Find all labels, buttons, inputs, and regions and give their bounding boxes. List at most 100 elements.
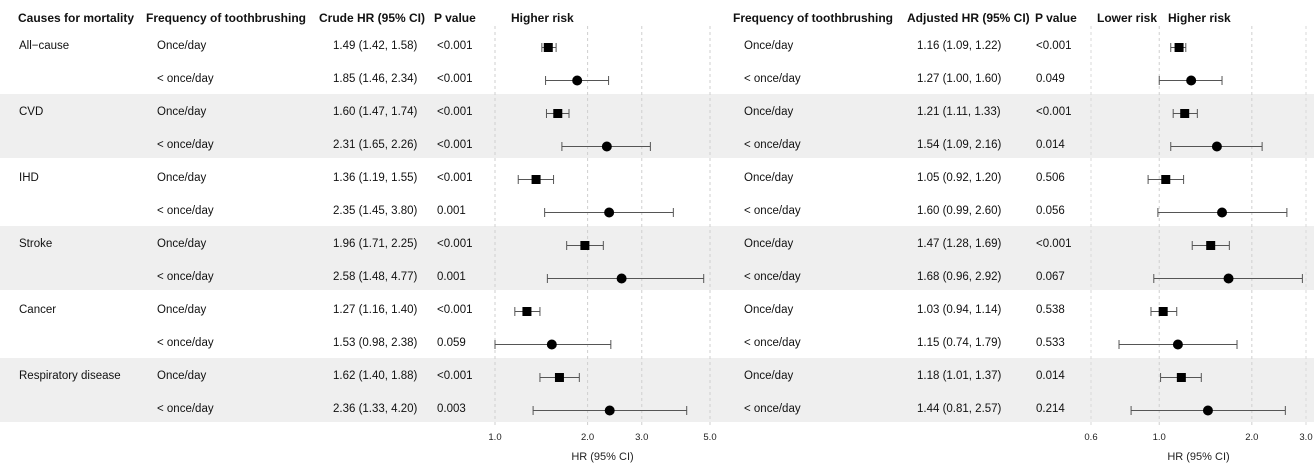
p-value-adjusted: 0.214: [1036, 402, 1065, 415]
crude-hr-text: 2.58 (1.48, 4.77): [333, 270, 418, 283]
frequency-right: < once/day: [744, 402, 801, 415]
crude-hr-square-marker: [553, 109, 563, 118]
crude-hr-text: 1.60 (1.47, 1.74): [333, 105, 418, 118]
frequency-right: < once/day: [744, 336, 801, 349]
adjusted-hr-text: 1.68 (0.96, 2.92): [917, 270, 1002, 283]
frequency-right: Once/day: [744, 237, 794, 250]
adjusted-hr-square-marker: [1180, 109, 1190, 118]
p-value-crude: 0.001: [437, 204, 466, 217]
cause-label: All−cause: [19, 39, 70, 52]
frequency-right: Once/day: [744, 171, 794, 184]
crude-hr-text: 2.36 (1.33, 4.20): [333, 402, 418, 415]
adjusted-hr-text: 1.60 (0.99, 2.60): [917, 204, 1002, 217]
header-p-value-left: P value: [434, 11, 476, 25]
p-value-adjusted: 0.049: [1036, 72, 1065, 85]
crude-x-tick-label: 1.0: [488, 432, 501, 443]
crude-hr-text: 1.62 (1.40, 1.88): [333, 369, 418, 382]
cause-label: Stroke: [19, 237, 53, 250]
crude-hr-text: 1.49 (1.42, 1.58): [333, 39, 418, 52]
header-frequency-right: Frequency of toothbrushing: [733, 11, 893, 25]
frequency-left: < once/day: [157, 72, 214, 85]
frequency-right: < once/day: [744, 72, 801, 85]
adjusted-hr-circle-marker: [1172, 339, 1183, 350]
adjusted-hr-circle-marker: [1211, 141, 1222, 152]
cause-label: CVD: [19, 105, 44, 118]
frequency-right: Once/day: [744, 39, 794, 52]
crude-hr-text: 2.31 (1.65, 2.26): [333, 138, 418, 151]
p-value-crude: 0.003: [437, 402, 466, 415]
frequency-right: Once/day: [744, 303, 794, 316]
cause-label: Respiratory disease: [19, 369, 121, 382]
adjusted-hr-square-marker: [1161, 175, 1171, 184]
adjusted-hr-text: 1.16 (1.09, 1.22): [917, 39, 1002, 52]
adjusted-hr-text: 1.18 (1.01, 1.37): [917, 369, 1002, 382]
crude-hr-circle-marker: [601, 141, 612, 152]
frequency-left: Once/day: [157, 369, 207, 382]
adjusted-hr-square-marker: [1176, 373, 1186, 382]
frequency-left: Once/day: [157, 237, 207, 250]
frequency-right: Once/day: [744, 369, 794, 382]
adjusted-hr-text: 1.21 (1.11, 1.33): [917, 105, 1001, 118]
frequency-right: Once/day: [744, 105, 794, 118]
frequency-left: Once/day: [157, 39, 207, 52]
adjusted-hr-circle-marker: [1186, 75, 1197, 86]
p-value-crude: <0.001: [437, 237, 473, 250]
frequency-right: < once/day: [744, 138, 801, 151]
crude-hr-square-marker: [580, 241, 590, 250]
p-value-adjusted: <0.001: [1036, 105, 1072, 118]
p-value-crude: <0.001: [437, 138, 473, 151]
p-value-crude: <0.001: [437, 39, 473, 52]
p-value-adjusted: <0.001: [1036, 39, 1072, 52]
adjusted-hr-text: 1.27 (1.00, 1.60): [917, 72, 1002, 85]
frequency-right: < once/day: [744, 204, 801, 217]
crude-hr-circle-marker: [604, 405, 615, 416]
p-value-adjusted: 0.014: [1036, 369, 1065, 382]
p-value-adjusted: 0.533: [1036, 336, 1065, 349]
adjusted-hr-circle-marker: [1217, 207, 1228, 218]
p-value-crude: <0.001: [437, 72, 473, 85]
frequency-left: < once/day: [157, 138, 214, 151]
p-value-adjusted: <0.001: [1036, 237, 1072, 250]
crude-hr-text: 1.53 (0.98, 2.38): [333, 336, 418, 349]
adjusted-hr-circle-marker: [1202, 405, 1213, 416]
cause-label: IHD: [19, 171, 39, 184]
adjusted-hr-text: 1.03 (0.94, 1.14): [917, 303, 1002, 316]
p-value-crude: 0.059: [437, 336, 466, 349]
frequency-left: Once/day: [157, 171, 207, 184]
crude-hr-square-marker: [522, 307, 532, 316]
adjusted-hr-circle-marker: [1223, 273, 1234, 284]
adjusted-hr-text: 1.15 (0.74, 1.79): [917, 336, 1002, 349]
crude-hr-text: 1.85 (1.46, 2.34): [333, 72, 418, 85]
crude-hr-text: 1.27 (1.16, 1.40): [333, 303, 418, 316]
frequency-left: < once/day: [157, 402, 214, 415]
adjusted-x-tick-label: 3.0: [1299, 432, 1312, 443]
crude-hr-text: 2.35 (1.45, 3.80): [333, 204, 418, 217]
crude-hr-circle-marker: [546, 339, 557, 350]
frequency-left: Once/day: [157, 105, 207, 118]
crude-hr-square-marker: [531, 175, 541, 184]
adjusted-hr-square-marker: [1174, 43, 1184, 52]
p-value-crude: <0.001: [437, 303, 473, 316]
p-value-crude: <0.001: [437, 369, 473, 382]
row-band-cvd: [0, 94, 1314, 158]
crude-x-tick-label: 3.0: [635, 432, 648, 443]
crude-hr-circle-marker: [616, 273, 627, 284]
crude-hr-square-marker: [543, 43, 553, 52]
adjusted-x-tick-label: 1.0: [1153, 432, 1166, 443]
crude-hr-circle-marker: [604, 207, 615, 218]
header-crude-hr: Crude HR (95% CI): [319, 11, 426, 25]
frequency-right: < once/day: [744, 270, 801, 283]
adjusted-x-tick-label: 0.6: [1084, 432, 1097, 443]
crude-hr-square-marker: [554, 373, 564, 382]
crude-hr-text: 1.36 (1.19, 1.55): [333, 171, 418, 184]
p-value-adjusted: 0.067: [1036, 270, 1065, 283]
row-band-respiratory: [0, 358, 1314, 422]
adjusted-hr-text: 1.05 (0.92, 1.20): [917, 171, 1002, 184]
header-higher-risk-right: Higher risk: [1168, 11, 1231, 25]
adjusted-x-tick-label: 2.0: [1245, 432, 1258, 443]
adjusted-hr-square-marker: [1158, 307, 1168, 316]
header-frequency-left: Frequency of toothbrushing: [146, 11, 306, 25]
header-higher-risk-left: Higher risk: [511, 11, 574, 25]
adjusted-hr-text: 1.44 (0.81, 2.57): [917, 402, 1002, 415]
